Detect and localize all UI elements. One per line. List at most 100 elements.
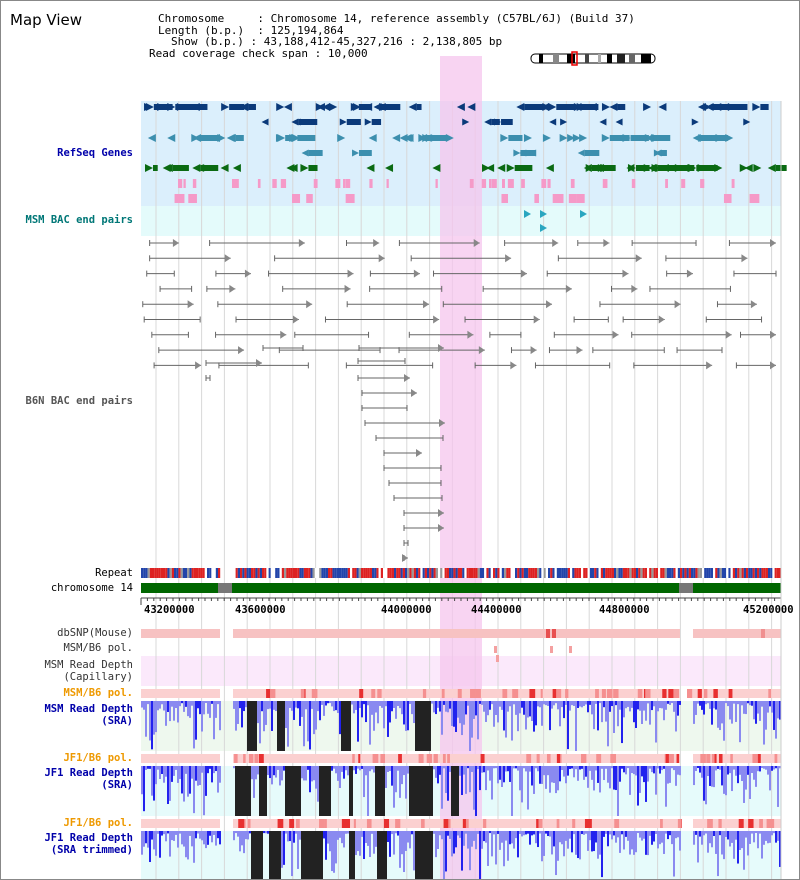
jf1-pol-bar2-hot <box>366 819 372 828</box>
depth-bar <box>537 831 539 848</box>
chromosome-label[interactable]: chromosome 14 <box>50 582 133 594</box>
depth-bar <box>453 701 455 727</box>
msm-bac-label[interactable]: MSM BAC end pairs <box>25 214 133 226</box>
jf1-depth-trim-label[interactable]: JF1 Read Depth (SRA trimmed) <box>44 832 133 856</box>
jf1-b6-pol-label[interactable]: JF1/B6 pol. <box>63 752 133 764</box>
depth-bar <box>353 701 355 714</box>
repeat-feature <box>567 568 570 578</box>
depth-bar <box>463 831 465 846</box>
repeat-feature <box>255 568 258 578</box>
dbsnp-label[interactable]: dbSNP(Mouse) <box>57 627 133 639</box>
msm-depth-capillary-label[interactable]: MSM Read Depth (Capillary) <box>44 659 133 683</box>
gene-arrow <box>422 134 431 142</box>
depth-bar <box>495 831 497 865</box>
bac-pair-arrow <box>565 284 572 293</box>
depth-bar <box>205 701 207 704</box>
gene-exon <box>297 135 307 141</box>
depth-bar <box>481 701 483 705</box>
depth-bar <box>199 701 201 715</box>
pink-mark <box>178 179 183 188</box>
repeat-feature <box>189 568 192 578</box>
depth-bar <box>409 766 411 816</box>
depth-bar <box>253 831 255 879</box>
depth-bar <box>641 766 643 777</box>
bac-pair-arrow <box>505 254 512 263</box>
gene-arrow <box>385 164 394 172</box>
depth-bar <box>331 831 333 872</box>
repeat-feature <box>561 568 564 578</box>
bac-pair-arrow <box>770 361 776 370</box>
depth-bar <box>615 831 617 843</box>
jf1-b6-pol2-label[interactable]: JF1/B6 pol. <box>63 817 133 829</box>
depth-bar <box>583 831 585 835</box>
depth-bar <box>741 701 743 706</box>
depth-bar <box>187 831 189 860</box>
depth-bar <box>313 766 315 781</box>
depth-bar <box>285 766 287 816</box>
depth-bar <box>597 701 599 731</box>
pink-mark <box>306 194 313 203</box>
msm-pol-bar-hot <box>266 689 272 698</box>
jf1-pol-bar2 <box>233 819 679 828</box>
msm-b6-pol2-label[interactable]: MSM/B6 pol. <box>63 687 133 699</box>
depth-bar <box>709 831 711 844</box>
jf1-depth-sra-label[interactable]: JF1 Read Depth (SRA) <box>44 767 133 791</box>
repeat-feature <box>378 568 381 578</box>
bac-pair-arrow <box>344 284 351 293</box>
pink-mark <box>435 179 438 188</box>
repeat-feature <box>471 568 474 578</box>
depth-bar <box>595 831 597 843</box>
refseq-genes-label[interactable]: RefSeq Genes <box>57 147 133 159</box>
depth-bar <box>213 766 215 774</box>
chromosome-gap <box>679 583 693 593</box>
bac-pair-arrow <box>770 330 776 339</box>
msm-depth-sra-label[interactable]: MSM Read Depth (SRA) <box>44 703 133 727</box>
depth-bar <box>357 831 359 852</box>
depth-bar <box>505 766 507 772</box>
depth-bar <box>397 766 399 771</box>
depth-bar <box>593 831 595 852</box>
depth-bar <box>377 766 379 816</box>
depth-bar <box>193 766 195 814</box>
gene-arrow <box>725 134 734 142</box>
gene-arrow <box>739 164 748 172</box>
depth-bar <box>389 701 391 723</box>
depth-bar <box>207 766 209 774</box>
repeat-feature <box>743 568 746 578</box>
msm-pol-bar-hot <box>768 689 772 698</box>
depth-bar <box>405 831 407 851</box>
gene-exon <box>381 104 401 110</box>
repeat-feature <box>583 568 586 578</box>
depth-bar <box>215 701 217 718</box>
depth-bar <box>553 701 555 706</box>
depth-bar <box>163 831 165 835</box>
depth-bar <box>453 766 455 816</box>
gene-arrow <box>615 118 623 126</box>
msm-b6-pol-label[interactable]: MSM/B6 pol. <box>63 642 133 654</box>
gene-exon <box>308 165 318 171</box>
depth-bar <box>237 766 239 816</box>
depth-bar <box>667 766 669 784</box>
depth-bar <box>233 701 235 709</box>
depth-bar <box>745 831 747 838</box>
depth-bar <box>507 766 509 772</box>
depth-bar <box>361 766 363 769</box>
repeat-label[interactable]: Repeat <box>95 567 133 579</box>
jf1-pol-bar2-hot <box>748 819 754 828</box>
depth-bar <box>181 766 183 794</box>
depth-bar <box>755 701 757 724</box>
depth-bar <box>499 701 501 707</box>
depth-bar <box>195 831 197 839</box>
b6n-bac-label[interactable]: B6N BAC end pairs <box>25 395 133 407</box>
depth-bar <box>525 766 527 772</box>
gene-arrow <box>240 103 249 111</box>
depth-bar <box>459 766 461 776</box>
depth-bar <box>281 831 283 868</box>
depth-bar <box>555 701 557 704</box>
repeat-feature <box>537 568 540 578</box>
jf1-pol-bar-hot <box>480 754 485 763</box>
repeat-feature <box>750 568 753 578</box>
depth-bar <box>539 701 541 708</box>
ideogram-band <box>607 54 612 63</box>
